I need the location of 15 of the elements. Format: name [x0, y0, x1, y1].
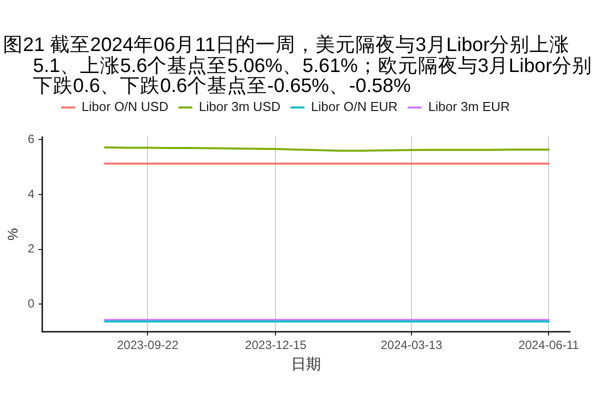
legend-label: Libor O/N EUR — [311, 99, 398, 114]
y-tick-label: 2 — [28, 242, 35, 256]
x-tick-label: 2024-03-13 — [380, 338, 442, 352]
y-axis-title: % — [4, 228, 20, 241]
x-tick-label: 2023-12-15 — [245, 338, 307, 352]
legend-label: Libor O/N USD — [82, 99, 168, 114]
x-tick-label: 2024-06-11 — [518, 338, 580, 352]
x-axis-title: 日期 — [291, 356, 322, 374]
y-tick-label: 0 — [28, 296, 35, 311]
chart-title: 图21 截至2024年06月11日的一周，美元隔夜与3月Libor分别上涨5.1、上涨5.6个基点至5.06%、5.61%；欧元隔夜与3月Libor分别下跌0.6、下跌0.6个基点至-0.65%、-0.58% — [3, 34, 594, 97]
legend-label: Libor 3m USD — [198, 99, 281, 114]
y-tick-label: 4 — [28, 186, 35, 201]
legend-label: Libor 3m EUR — [428, 99, 510, 114]
x-tick-label: 2023-09-22 — [116, 338, 179, 352]
y-tick-label: 6 — [28, 132, 35, 146]
